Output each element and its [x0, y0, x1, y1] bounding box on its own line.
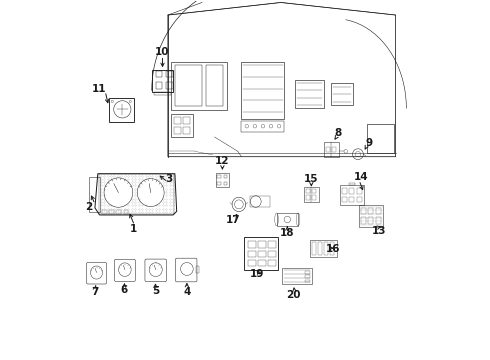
Bar	[167, 71, 173, 77]
Bar	[306, 189, 310, 193]
Bar	[304, 187, 319, 202]
Bar	[318, 242, 322, 255]
Bar	[109, 210, 114, 213]
Text: 2: 2	[85, 202, 92, 212]
Bar	[324, 242, 328, 255]
Text: 14: 14	[354, 172, 369, 182]
Bar	[305, 279, 311, 282]
Bar	[154, 93, 171, 95]
Bar	[342, 197, 347, 202]
Bar	[183, 127, 190, 134]
Text: 16: 16	[326, 244, 340, 254]
Bar	[167, 82, 173, 89]
Bar	[330, 242, 335, 255]
Bar	[174, 117, 181, 125]
Bar	[205, 65, 223, 107]
Bar	[268, 260, 276, 266]
Text: 7: 7	[92, 287, 99, 297]
Text: 6: 6	[121, 285, 128, 296]
Bar	[183, 117, 190, 125]
Bar	[196, 266, 199, 273]
Bar	[282, 268, 312, 284]
Bar	[247, 251, 256, 257]
Bar	[102, 210, 107, 213]
Bar	[250, 196, 270, 207]
Bar	[367, 125, 394, 153]
Bar	[156, 71, 162, 77]
Bar	[323, 142, 339, 157]
Bar	[313, 189, 316, 193]
Bar	[313, 195, 316, 200]
Text: 20: 20	[286, 290, 301, 300]
Bar	[295, 80, 324, 108]
Bar	[218, 182, 221, 185]
Bar	[310, 239, 337, 257]
Bar	[368, 217, 373, 224]
Bar	[340, 185, 364, 205]
Text: 4: 4	[183, 287, 191, 297]
Bar	[152, 70, 173, 93]
Bar	[98, 175, 174, 214]
Bar	[172, 62, 227, 110]
Text: 11: 11	[92, 84, 106, 94]
Bar	[361, 217, 366, 224]
Bar	[349, 197, 354, 202]
Bar	[156, 82, 162, 89]
Bar	[359, 205, 383, 226]
Bar	[258, 251, 266, 257]
Bar	[175, 65, 202, 107]
Bar	[242, 121, 285, 132]
Bar	[123, 210, 128, 213]
Bar	[244, 237, 278, 270]
Bar	[242, 62, 285, 119]
Text: 12: 12	[215, 156, 230, 166]
Bar	[375, 217, 381, 224]
Bar	[89, 177, 99, 212]
Bar	[172, 114, 193, 137]
Bar	[268, 251, 276, 257]
Bar	[349, 183, 355, 185]
Bar	[332, 147, 337, 152]
Text: 18: 18	[280, 228, 294, 238]
Bar	[305, 271, 311, 274]
Bar	[109, 98, 134, 122]
Bar	[224, 175, 227, 178]
Bar	[357, 197, 362, 202]
Bar	[375, 208, 381, 215]
Text: 13: 13	[372, 226, 387, 236]
Bar	[342, 188, 347, 194]
Bar	[326, 147, 330, 152]
Bar	[224, 182, 227, 185]
Bar	[306, 195, 310, 200]
Text: 3: 3	[165, 174, 172, 184]
Bar	[276, 213, 298, 226]
Bar	[218, 175, 221, 178]
Text: 17: 17	[226, 215, 241, 225]
Bar	[368, 208, 373, 215]
Bar	[216, 173, 229, 187]
Bar	[174, 127, 181, 134]
Text: 19: 19	[249, 269, 264, 279]
Bar	[247, 260, 256, 266]
Bar	[247, 241, 256, 248]
Text: 9: 9	[365, 139, 372, 148]
Text: 5: 5	[152, 286, 159, 296]
Text: 10: 10	[155, 47, 170, 57]
Bar	[305, 275, 311, 278]
Bar	[361, 208, 366, 215]
Text: 15: 15	[304, 174, 319, 184]
Text: 1: 1	[130, 225, 138, 234]
Bar	[331, 83, 353, 105]
Bar	[258, 241, 266, 248]
Bar	[312, 242, 316, 255]
Text: 8: 8	[335, 128, 342, 138]
Bar	[357, 188, 362, 194]
Bar	[268, 241, 276, 248]
Bar	[117, 210, 121, 213]
Bar	[258, 260, 266, 266]
Bar	[349, 188, 354, 194]
